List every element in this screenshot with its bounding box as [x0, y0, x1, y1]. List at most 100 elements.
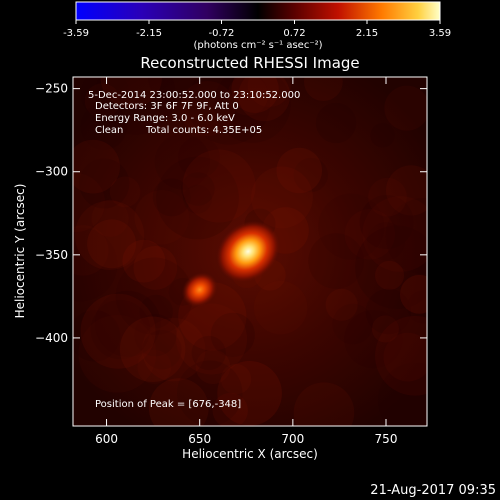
annotation-time-range: 5-Dec-2014 23:00:52.000 to 23:10:52.000	[88, 90, 300, 101]
texture-blob	[368, 177, 407, 217]
texture-blob	[303, 77, 343, 102]
image-texture	[73, 77, 427, 426]
texture-blob	[384, 85, 427, 131]
texture-blob	[355, 225, 427, 309]
colorbar-tick-label: -3.59	[63, 28, 89, 39]
texture-blob	[137, 349, 172, 384]
texture-blob	[210, 312, 255, 357]
texture-blob	[366, 222, 406, 261]
texture-blob	[344, 310, 403, 369]
texture-blob	[73, 139, 120, 194]
texture-blob	[377, 362, 427, 426]
texture-blob	[253, 280, 308, 335]
texture-blob	[187, 77, 271, 145]
texture-blob	[91, 199, 129, 238]
texture-blob	[308, 233, 364, 289]
texture-blob	[74, 200, 145, 270]
chart-title: Reconstructed RHESSI Image	[140, 54, 359, 72]
texture-blob	[370, 123, 395, 148]
texture-blob	[383, 332, 427, 382]
emission-source	[216, 220, 280, 283]
texture-blob	[119, 316, 186, 383]
texture-blob	[179, 80, 236, 137]
texture-blob	[276, 147, 323, 194]
y-tick-label: −300	[35, 165, 68, 179]
texture-blob	[220, 363, 252, 395]
colorbar-tick-label: -2.15	[136, 28, 162, 39]
texture-blob	[181, 172, 215, 206]
x-axis-label: Heliocentric X (arcsec)	[182, 447, 318, 461]
texture-blob	[73, 173, 106, 233]
texture-blob	[385, 198, 427, 275]
texture-blob	[344, 209, 395, 260]
emission-source	[181, 272, 218, 308]
texture-blob	[80, 103, 128, 150]
texture-blob	[362, 196, 427, 272]
y-axis-label: Heliocentric Y (arcsec)	[13, 184, 27, 319]
texture-blob	[176, 303, 248, 375]
texture-blob	[147, 77, 199, 103]
texture-blob	[251, 166, 313, 229]
texture-blob	[325, 288, 358, 321]
texture-blob	[109, 176, 141, 208]
texture-blob	[399, 274, 427, 314]
texture-blob	[293, 157, 328, 193]
texture-blob	[122, 239, 166, 283]
texture-blob	[139, 294, 173, 329]
texture-blob	[231, 77, 279, 113]
texture-blob	[73, 225, 109, 276]
colorbar-tick-label: 3.59	[429, 28, 451, 39]
texture-blob	[247, 77, 292, 108]
texture-blob	[375, 315, 427, 396]
annotation-method: Clean	[95, 125, 123, 136]
texture-blob	[80, 77, 130, 118]
texture-blob	[365, 288, 412, 335]
texture-blob	[73, 310, 121, 362]
annotation-detectors: Detectors: 3F 6F 7F 9F, Att 0	[95, 101, 239, 112]
axis-ticks: 600 650 700 750 −250 −300 −350 −400	[35, 77, 427, 446]
texture-blob	[227, 77, 269, 116]
texture-blob	[78, 314, 157, 393]
texture-blob	[87, 219, 137, 269]
colorbar-tick-label: -0.72	[209, 28, 235, 39]
texture-blob	[134, 190, 190, 245]
texture-blob	[133, 246, 178, 290]
texture-blob	[73, 227, 118, 302]
texture-blob	[407, 290, 427, 324]
colorbar-tick-label: 2.15	[356, 28, 378, 39]
texture-blob	[191, 335, 226, 371]
x-tick-label: 750	[375, 432, 398, 446]
texture-blob	[293, 382, 355, 426]
texture-blob	[238, 77, 291, 122]
texture-blob	[90, 300, 151, 360]
texture-blob	[141, 317, 206, 382]
texture-blob	[100, 77, 162, 109]
texture-blob	[212, 392, 248, 426]
texture-blob	[315, 102, 357, 144]
texture-blob	[371, 315, 399, 343]
texture-blob	[79, 158, 130, 209]
x-tick-label: 650	[188, 432, 211, 446]
texture-blob	[152, 178, 191, 217]
texture-blob	[183, 184, 212, 214]
annotation-peak-position: Position of Peak = [676,-348]	[95, 399, 241, 410]
texture-blob	[142, 330, 182, 370]
colorbar	[75, 1, 441, 21]
texture-blob	[80, 293, 156, 369]
texture-blob	[213, 77, 291, 143]
image-area	[73, 77, 427, 426]
texture-blob	[385, 165, 427, 216]
texture-blob	[156, 156, 239, 240]
texture-blob	[359, 195, 414, 250]
texture-blob	[95, 77, 176, 135]
plot-frame	[72, 76, 428, 427]
texture-blob	[94, 290, 161, 357]
annotation-total-counts: Total counts: 4.35E+05	[145, 125, 262, 136]
texture-blob	[217, 360, 282, 426]
texture-blob	[182, 149, 256, 223]
colorbar-ticks: -3.59 -2.15 -0.72 0.72 2.15 3.59	[63, 20, 451, 39]
colorbar-units-label: (photons cm⁻² s⁻¹ asec⁻²)	[193, 40, 322, 51]
texture-blob	[178, 136, 220, 179]
x-tick-label: 700	[281, 432, 304, 446]
